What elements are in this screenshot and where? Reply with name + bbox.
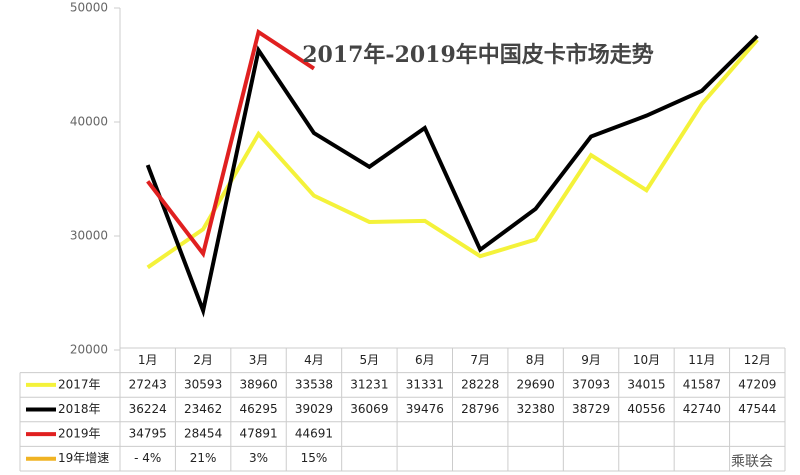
y-tick-label: 30000: [70, 229, 108, 243]
table-cell: 30593: [184, 377, 222, 391]
watermark: 乘联会: [731, 454, 773, 470]
x-tick-label: 5月: [360, 353, 380, 367]
y-tick-label: 20000: [70, 343, 108, 357]
table-cell: 40556: [627, 402, 665, 416]
table-cell: 28228: [461, 377, 499, 391]
x-tick-label: 12月: [744, 353, 771, 367]
y-tick-label: 40000: [70, 115, 108, 129]
chart-title: 2017年-2019年中国皮卡市场走势: [302, 42, 654, 68]
table-cell: 37093: [572, 377, 610, 391]
legend-label: 19年增速: [58, 451, 109, 465]
table-cell: 38960: [239, 377, 277, 391]
table-cell: - 4%: [134, 451, 161, 465]
x-tick-label: 3月: [249, 353, 269, 367]
table-cell: 36069: [350, 402, 388, 416]
y-tick-label: 50000: [70, 1, 108, 15]
table-cell: 46295: [239, 402, 277, 416]
table-cell: 15%: [301, 451, 328, 465]
table-cell: 47209: [738, 377, 776, 391]
table-cell: 21%: [190, 451, 217, 465]
table-cell: 41587: [683, 377, 721, 391]
table-cell: 28454: [184, 427, 222, 441]
table-cell: 39476: [406, 402, 444, 416]
table-cell: 31331: [406, 377, 444, 391]
table-cell: 36224: [129, 402, 167, 416]
table-cell: 3%: [249, 451, 268, 465]
table-cell: 29690: [517, 377, 555, 391]
table-cell: 47544: [738, 402, 776, 416]
table-cell: 33538: [295, 377, 333, 391]
x-tick-label: 11月: [688, 353, 715, 367]
table-cell: 32380: [517, 402, 555, 416]
table-cell: 23462: [184, 402, 222, 416]
series-line: [146, 38, 759, 270]
x-tick-label: 6月: [415, 353, 435, 367]
table-cell: 44691: [295, 427, 333, 441]
table-cell: 47891: [239, 427, 277, 441]
table-cell: 28796: [461, 402, 499, 416]
series-line: [146, 28, 316, 259]
table-cell: 27243: [129, 377, 167, 391]
table-cell: 31231: [350, 377, 388, 391]
x-tick-label: 7月: [470, 353, 490, 367]
x-tick-label: 4月: [304, 353, 324, 367]
series-line: [145, 34, 759, 318]
table-cell: 38729: [572, 402, 610, 416]
legend-label: 2018年: [58, 402, 101, 416]
table-cell: 34795: [129, 427, 167, 441]
table-cell: 39029: [295, 402, 333, 416]
x-tick-label: 2月: [193, 353, 213, 367]
x-tick-label: 1月: [138, 353, 158, 367]
table-cell: 42740: [683, 402, 721, 416]
table-cell: 34015: [627, 377, 665, 391]
x-tick-label: 9月: [581, 353, 601, 367]
x-tick-label: 10月: [633, 353, 660, 367]
x-tick-label: 8月: [526, 353, 546, 367]
legend-label: 2019年: [58, 427, 101, 441]
legend-label: 2017年: [58, 377, 101, 391]
